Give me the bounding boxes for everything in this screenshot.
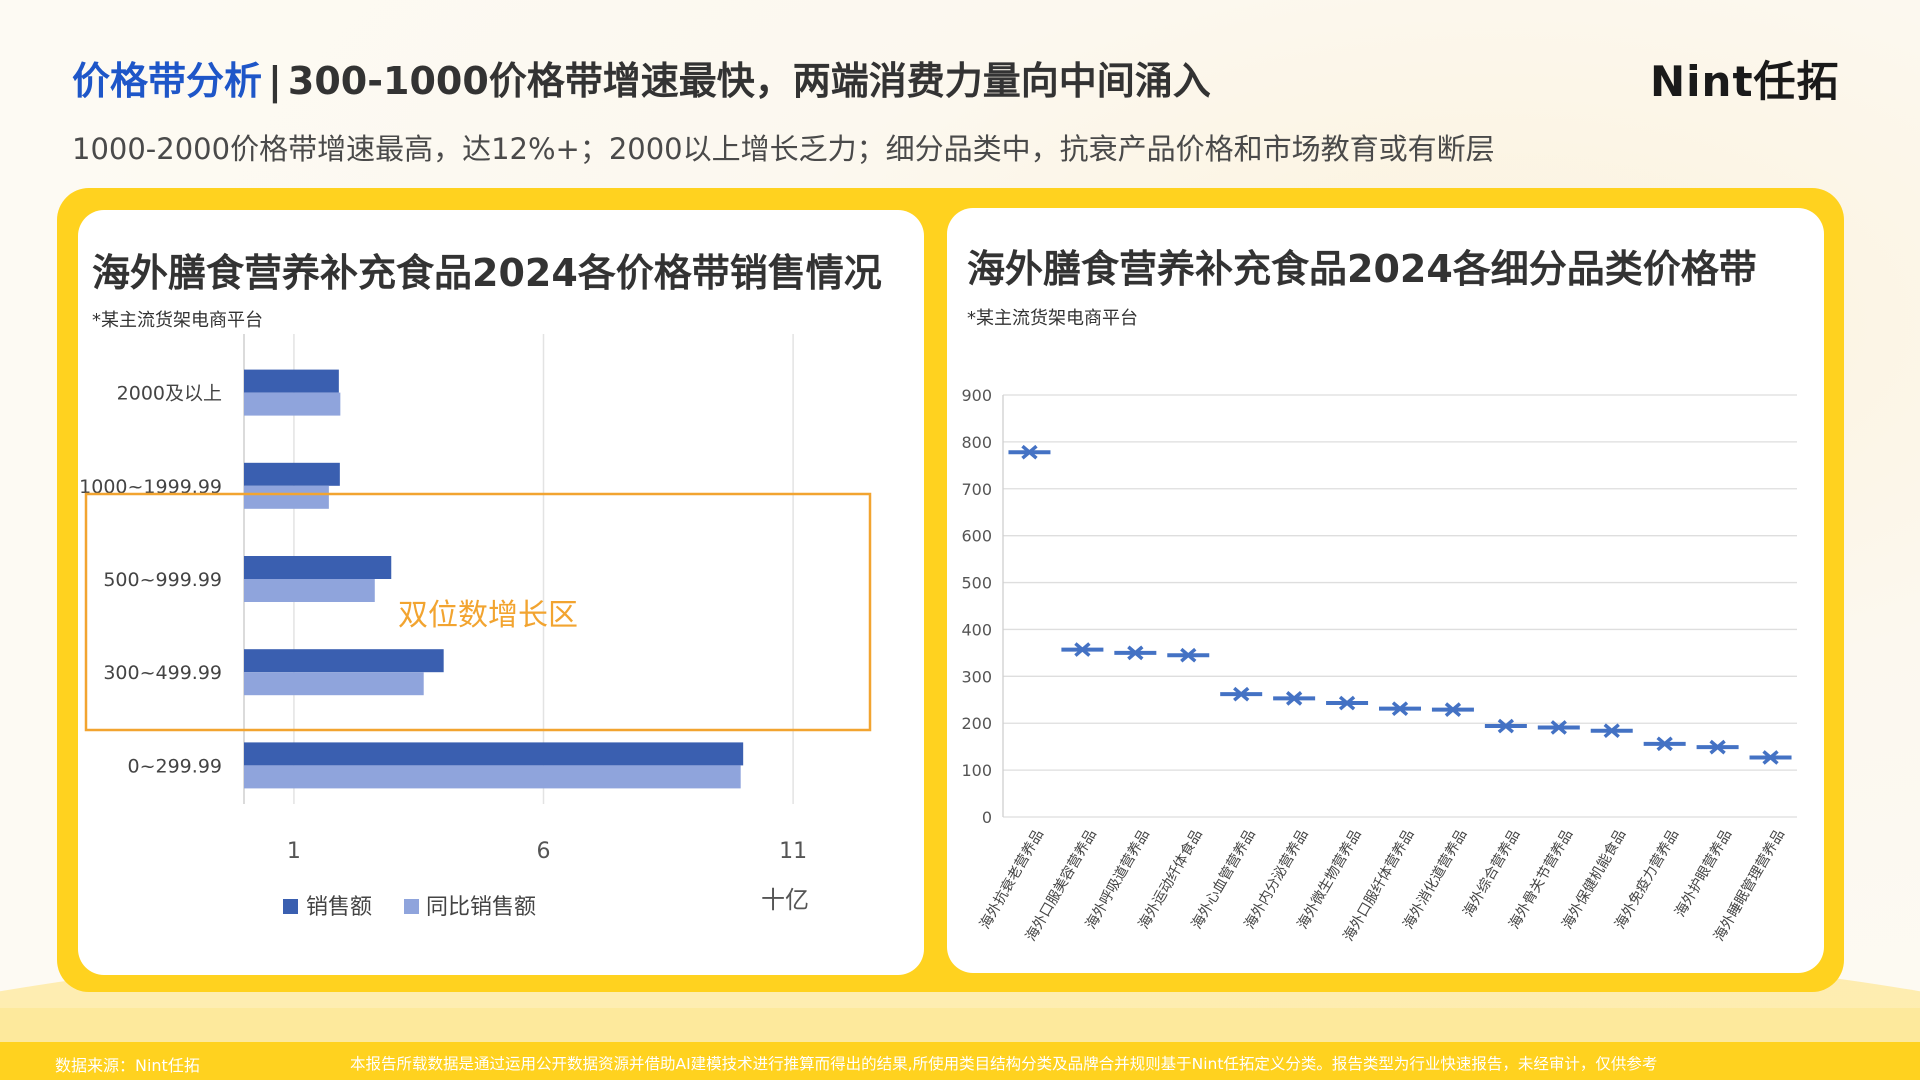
scatter-point — [1590, 723, 1633, 739]
left-chart-card: 海外膳食营养补充食品2024各价格带销售情况 *某主流货架电商平台 2000及以… — [78, 210, 924, 975]
scatter-point — [1537, 720, 1580, 735]
scatter-point — [1008, 444, 1051, 460]
bar-chart-unit-label: 十亿 — [761, 886, 809, 914]
scatter-chart-y-tick-label: 200 — [961, 714, 992, 733]
bar — [244, 462, 340, 486]
page-title-highlight: 价格带分析 — [72, 59, 263, 103]
footer-source: 数据来源：Nint任拓 — [55, 1056, 200, 1075]
bar-chart-category-labels: 2000及以上 1000~1999.99 500~999.99 300~499.99 0… — [79, 383, 222, 778]
scatter-chart-category-label: 海外综合营养品 — [1460, 827, 1523, 920]
bar-chart-tick-label: 1 — [287, 839, 301, 864]
scatter-chart-grid — [1002, 394, 1797, 818]
bar-chart-legend: 销售额 同比销售额 — [283, 895, 536, 920]
page-title: 价格带分析 | 300-1000价格带增速最快，两端消费力量向中间涌入 — [72, 50, 1211, 105]
left-chart-note: *某主流货架电商平台 — [92, 310, 263, 331]
bar-chart-tick-label: 11 — [779, 839, 807, 864]
bar — [244, 392, 341, 416]
bar-chart-bars — [244, 369, 744, 789]
scatter-point — [1326, 695, 1369, 711]
page-title-rest: 300-1000价格带增速最快，两端消费力量向中间涌入 — [287, 59, 1211, 103]
bar-chart-category-label: 1000~1999.99 — [79, 476, 222, 498]
bar-chart-category-label: 300~499.99 — [103, 662, 222, 684]
right-chart-title: 海外膳食营养补充食品2024各细分品类价格带 — [967, 247, 1757, 291]
scatter-chart-y-tick-label: 700 — [961, 480, 992, 499]
footer-strip — [0, 1042, 1920, 1080]
bar-chart-tick-labels: 1 6 11 — [287, 839, 807, 864]
double-digit-growth-label: 双位数增长区 — [398, 598, 578, 633]
scatter-chart-y-tick-label: 900 — [961, 386, 992, 405]
scatter-chart-category-label: 海外护眼营养品 — [1672, 827, 1735, 920]
scatter-point — [1114, 645, 1157, 661]
footer-note: 本报告所载数据是通过运用公开数据资源并借助AI建模技术进行推算而得出的结果,所使… — [350, 1055, 1658, 1073]
bar-chart: 2000及以上 1000~1999.99 500~999.99 300~499.99 0… — [79, 334, 872, 920]
bar — [244, 672, 424, 696]
scatter-point — [1484, 718, 1527, 734]
scatter-point — [1379, 701, 1421, 717]
scatter-chart-y-tick-label: 300 — [961, 667, 992, 686]
bar — [244, 485, 329, 509]
scatter-point — [1273, 691, 1316, 706]
bar — [244, 556, 392, 579]
scatter-chart-y-tick-label: 500 — [961, 574, 992, 593]
scatter-point — [1643, 736, 1686, 752]
bar-chart-category-label: 0~299.99 — [128, 755, 223, 777]
scatter-point — [1167, 647, 1210, 663]
double-digit-growth-box — [84, 492, 872, 732]
bar — [244, 742, 744, 766]
right-chart-note: *某主流货架电商平台 — [967, 308, 1138, 329]
legend-swatch-yoy-sales — [404, 899, 419, 914]
bar — [244, 765, 741, 789]
left-chart-title: 海外膳食营养补充食品2024各价格带销售情况 — [92, 251, 882, 295]
bar — [244, 369, 339, 393]
scatter-point — [1696, 739, 1739, 755]
scatter-chart-y-tick-labels: 0 100 200 300 400 500 600 700 800 900 — [961, 386, 992, 827]
legend-swatch-sales — [283, 899, 298, 914]
scatter-point — [1431, 702, 1474, 717]
scatter-chart-y-tick-label: 800 — [961, 433, 992, 452]
scatter-point — [1220, 686, 1263, 702]
bar-chart-category-label: 2000及以上 — [117, 383, 222, 405]
bar — [244, 579, 375, 602]
legend-label-sales: 销售额 — [306, 895, 372, 920]
brand-logo: Nint任拓 — [1650, 57, 1840, 106]
scatter-chart-points — [1008, 444, 1792, 765]
scatter-chart-y-tick-label: 400 — [961, 620, 992, 639]
scatter-point — [1749, 750, 1792, 765]
scatter-chart: 0 100 200 300 400 500 600 700 800 900 海外抗衰老营养品海外口… — [961, 386, 1797, 945]
legend-label-yoy-sales: 同比销售额 — [426, 895, 536, 920]
bar — [244, 649, 444, 673]
bar-chart-tick-label: 6 — [537, 839, 551, 864]
scatter-point — [1061, 642, 1104, 657]
scatter-chart-category-labels: 海外抗衰老营养品海外口服美容营养品海外呼吸道营养品海外运动纤体食品海外心血管营养… — [976, 827, 1788, 945]
page-subtitle: 1000-2000价格带增速最高，达12%+；2000以上增长乏力；细分品类中，… — [72, 132, 1495, 166]
scatter-chart-y-tick-label: 0 — [982, 808, 992, 827]
bar-chart-category-label: 500~999.99 — [103, 569, 222, 591]
scatter-chart-y-tick-label: 100 — [961, 761, 992, 780]
scatter-chart-y-tick-label: 600 — [961, 527, 992, 546]
page-title-separator: | — [268, 59, 282, 103]
right-chart-card: 海外膳食营养补充食品2024各细分品类价格带 *某主流货架电商平台 0 100 20… — [947, 208, 1824, 973]
